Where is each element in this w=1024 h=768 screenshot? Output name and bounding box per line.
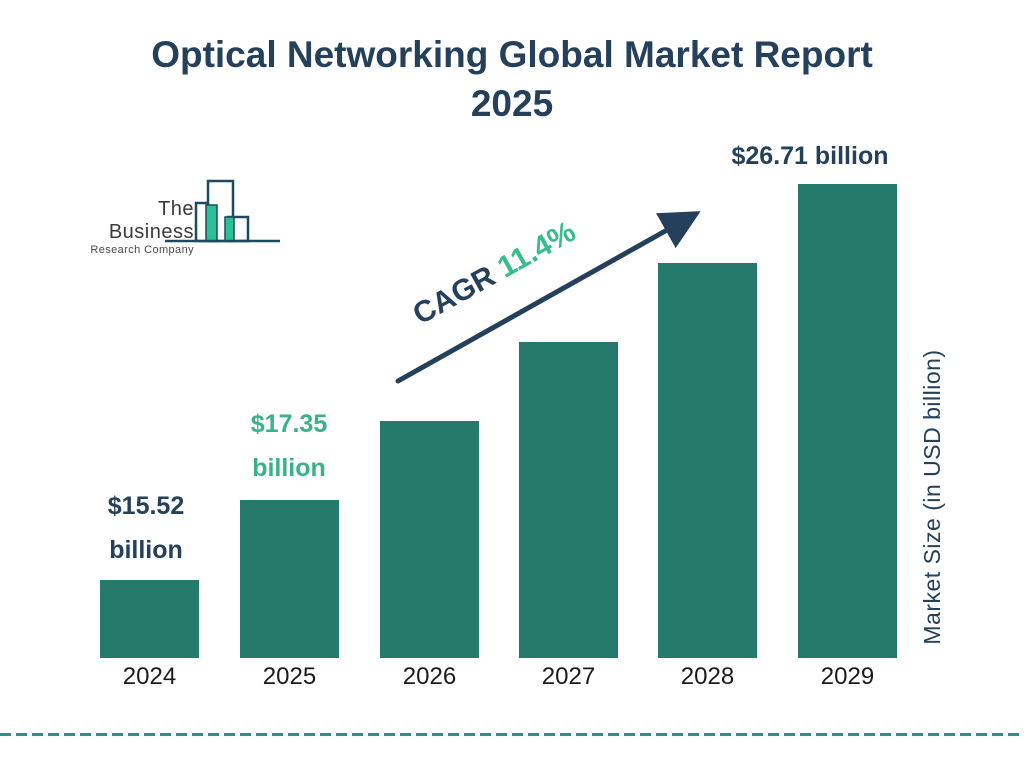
- cagr-prefix-label: CAGR: [407, 259, 501, 332]
- bar-2028: [658, 263, 757, 658]
- bar-2027: [519, 342, 618, 658]
- value-label-2029: $26.71 billion: [731, 142, 889, 170]
- axis-label-2026: 2026: [402, 663, 457, 690]
- bar-2024: [100, 580, 199, 658]
- bar-2029: [798, 184, 897, 658]
- logo-name-line2: Research Company: [90, 244, 194, 256]
- page-title-line2: 2025: [470, 83, 554, 124]
- axis-label-2029: 2029: [820, 663, 875, 690]
- value-label-2025: $17.35 billion: [209, 402, 369, 490]
- logo-bar-chart-icon: [165, 179, 280, 243]
- axis-label-2027: 2027: [541, 663, 596, 690]
- logo-name-line1: The Business: [108, 198, 194, 243]
- bar-2025: [240, 500, 339, 658]
- company-logo-text: The Business Research Company: [72, 198, 194, 256]
- axis-label-2024: 2024: [122, 663, 177, 690]
- y-axis-title: Market Size (in USD billion): [919, 349, 945, 645]
- value-label-2024-amount: $15.52: [107, 492, 185, 520]
- value-label-2024: $15.52 billion: [66, 484, 226, 572]
- bar-2026: [380, 421, 479, 658]
- page-title: Optical Networking Global Market Report …: [0, 30, 1024, 128]
- cagr-value-label: 11.4%: [492, 215, 582, 285]
- page-title-line1: Optical Networking Global Market Report: [151, 34, 873, 75]
- value-label-2025-amount: $17.35: [250, 410, 328, 438]
- value-label-2024-unit: billion: [109, 536, 183, 564]
- bottom-divider: [0, 733, 1024, 736]
- axis-label-2025: 2025: [262, 663, 317, 690]
- value-label-2025-unit: billion: [252, 454, 326, 482]
- axis-label-2028: 2028: [680, 663, 735, 690]
